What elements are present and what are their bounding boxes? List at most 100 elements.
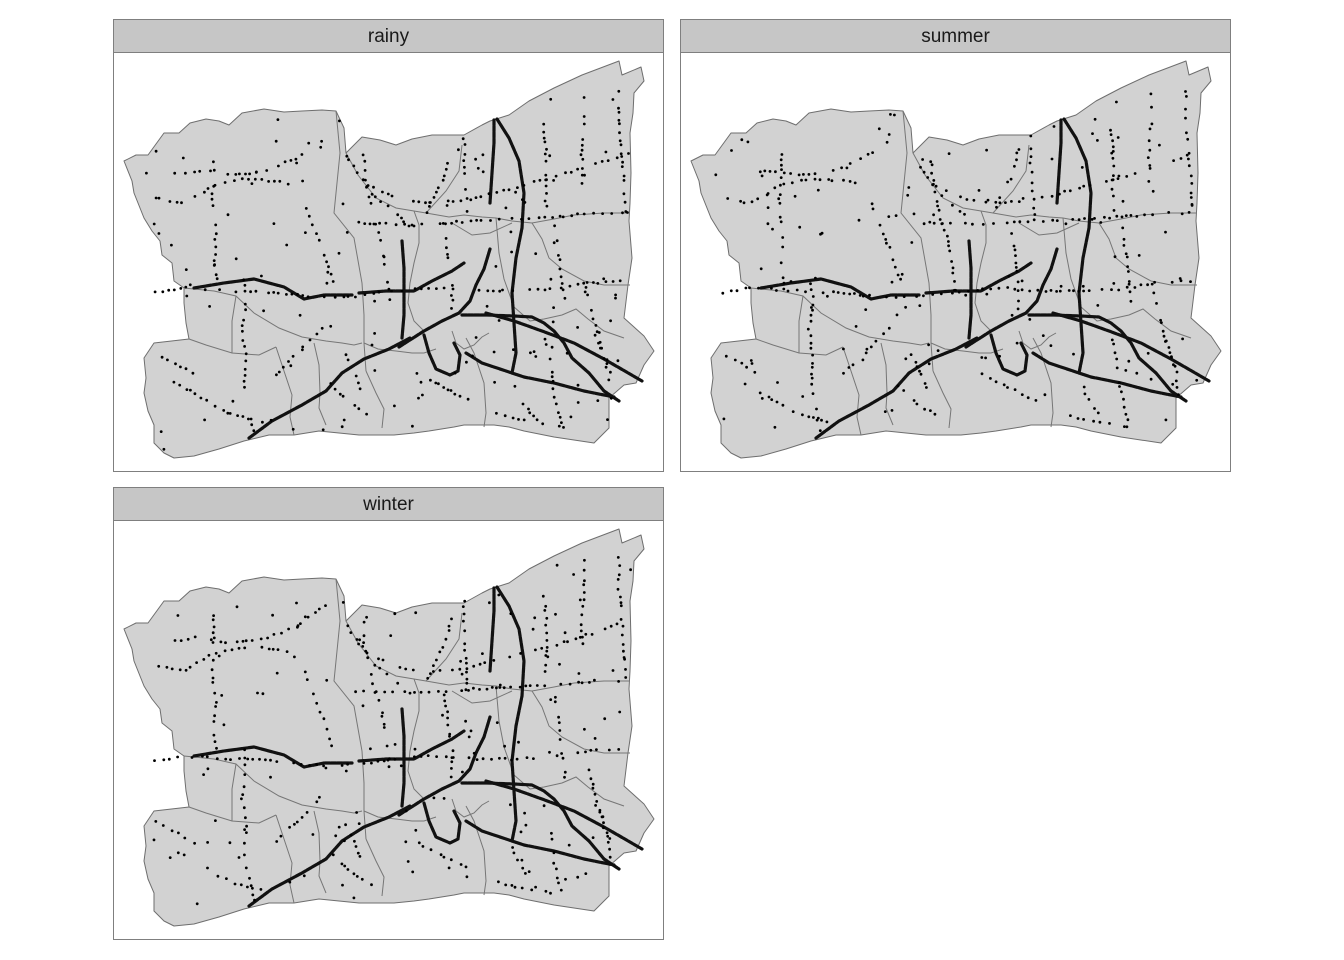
observation-point xyxy=(1016,280,1020,284)
district-boundary xyxy=(930,342,1004,354)
observation-point xyxy=(193,195,197,198)
observation-point xyxy=(519,652,522,655)
observation-point xyxy=(951,203,954,207)
observation-point xyxy=(611,280,615,283)
observation-point xyxy=(369,747,372,751)
district-boundary xyxy=(183,755,363,814)
observation-point xyxy=(458,667,462,671)
observation-point xyxy=(851,363,855,367)
observation-point xyxy=(1125,285,1129,289)
observation-point xyxy=(435,755,438,758)
observation-point xyxy=(604,365,608,369)
observation-point xyxy=(445,246,448,250)
dense-point-track xyxy=(400,239,406,340)
observation-point xyxy=(451,298,455,302)
observation-point xyxy=(365,412,368,416)
observation-point xyxy=(553,700,557,704)
observation-point xyxy=(542,130,546,134)
observation-point xyxy=(230,648,234,652)
observation-point xyxy=(244,639,248,643)
observation-point xyxy=(346,868,350,871)
observation-point xyxy=(385,744,389,748)
facet-strip-summer: summer xyxy=(681,20,1230,53)
observation-point xyxy=(555,754,559,758)
observation-point xyxy=(1013,248,1017,252)
observation-point xyxy=(493,380,496,384)
observation-point xyxy=(179,639,183,642)
observation-point xyxy=(170,667,174,671)
district-boundary xyxy=(974,210,992,332)
observation-point xyxy=(576,401,580,404)
observation-point xyxy=(349,833,353,837)
observation-point xyxy=(1122,237,1126,241)
observation-point xyxy=(345,154,349,158)
observation-point xyxy=(1088,184,1092,187)
observation-point xyxy=(234,257,238,261)
observation-point xyxy=(343,864,347,868)
observation-point xyxy=(552,179,555,182)
observation-point xyxy=(495,191,499,194)
observation-point xyxy=(320,326,324,330)
observation-point xyxy=(1115,100,1118,104)
observation-point xyxy=(459,659,462,663)
observation-point xyxy=(451,287,455,291)
observation-point xyxy=(543,152,547,156)
observation-point xyxy=(293,655,296,659)
observation-point xyxy=(576,383,580,387)
observation-point xyxy=(1115,357,1119,361)
observation-point xyxy=(469,729,473,733)
observation-point xyxy=(453,371,457,375)
observation-point xyxy=(1110,151,1114,155)
observation-point xyxy=(403,222,406,226)
observation-point xyxy=(301,179,304,183)
observation-point xyxy=(522,184,526,187)
observation-point xyxy=(980,372,984,376)
observation-point xyxy=(537,216,541,220)
observation-point xyxy=(524,872,527,875)
observation-point xyxy=(1128,290,1132,294)
observation-point xyxy=(1179,157,1183,160)
observation-point xyxy=(756,197,760,201)
observation-point xyxy=(308,338,312,342)
observation-point xyxy=(239,883,243,887)
dense-point-track xyxy=(192,277,354,301)
observation-point xyxy=(301,345,305,349)
observation-point xyxy=(457,148,460,152)
observation-point xyxy=(451,749,455,753)
observation-point xyxy=(810,372,813,376)
observation-point xyxy=(450,294,453,297)
district-boundary xyxy=(365,838,385,897)
observation-point xyxy=(985,292,989,296)
observation-point xyxy=(1093,407,1096,410)
observation-point xyxy=(544,654,548,657)
observation-point xyxy=(1148,127,1152,131)
observation-point xyxy=(153,290,157,294)
observation-point xyxy=(594,162,597,165)
observation-point xyxy=(1012,244,1016,248)
observation-point xyxy=(1150,105,1153,109)
observation-point xyxy=(617,89,621,93)
observation-point xyxy=(1149,377,1153,381)
observation-point xyxy=(211,641,215,644)
observation-point xyxy=(342,418,346,422)
observation-point xyxy=(1115,366,1119,370)
observation-point xyxy=(1029,134,1033,138)
observation-point xyxy=(320,139,323,143)
observation-point xyxy=(462,619,465,623)
observation-point xyxy=(554,612,557,616)
observation-point xyxy=(800,178,803,182)
observation-point xyxy=(590,308,593,312)
observation-point xyxy=(544,343,548,346)
observation-point xyxy=(438,669,442,672)
observation-point xyxy=(402,220,405,224)
observation-point xyxy=(498,686,502,689)
observation-point xyxy=(345,231,349,234)
observation-point xyxy=(1110,288,1113,291)
district-boundary xyxy=(425,612,463,682)
observation-point xyxy=(495,411,498,415)
dense-point-track xyxy=(1055,118,1063,205)
observation-point xyxy=(1177,393,1180,396)
observation-point xyxy=(451,200,455,203)
observation-point xyxy=(390,289,393,293)
observation-point xyxy=(225,877,228,880)
